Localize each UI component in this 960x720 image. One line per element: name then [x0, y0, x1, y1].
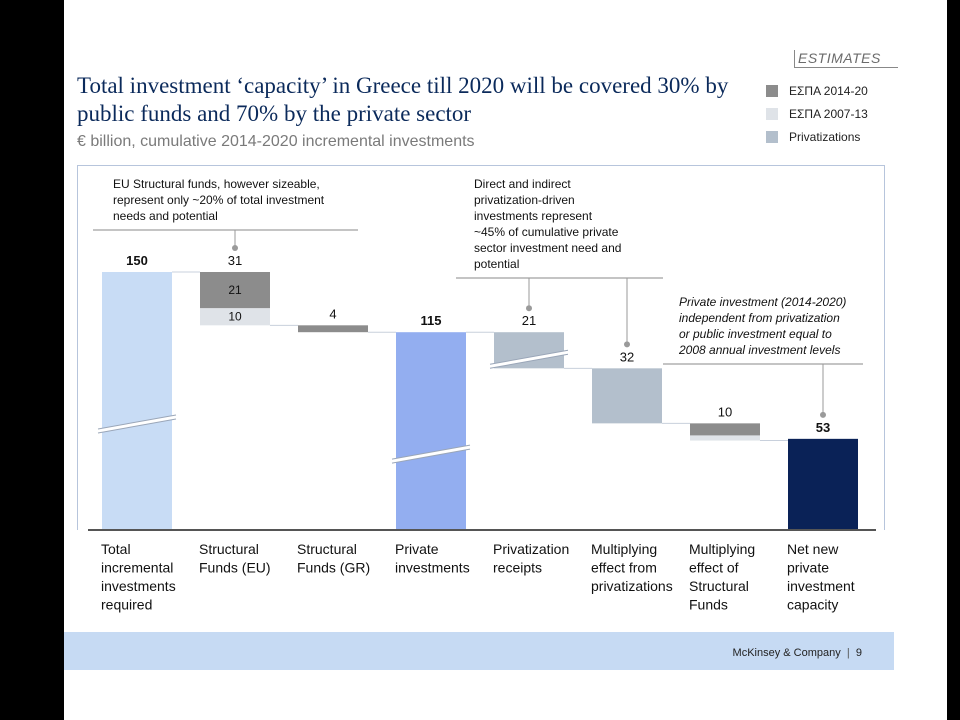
category-label-1-line-3: investments [101, 578, 176, 594]
category-label-6-line-3: privatizations [591, 578, 673, 594]
annotation-2-line-1: Direct and indirect [474, 177, 571, 191]
annotation-2-line-4: ~45% of cumulative private [474, 225, 619, 239]
bar-7-segment-1 [690, 435, 760, 441]
annotation-2-pointer-dot-5 [624, 341, 630, 348]
category-label-8-line-3: investment [787, 578, 855, 594]
category-label-4-line-2: investments [395, 560, 470, 576]
legend-swatch-espa-2014-20 [766, 84, 778, 97]
bar-1-axis-break-line-2 [97, 418, 177, 434]
waterfall-chart: 150 10 21 31 4 115 21 32 10 53 EU Structural funds… [88, 177, 876, 531]
annotation-3-line-2: independent from privatization [679, 311, 840, 325]
annotation-3-line-3: or public investment equal to [679, 327, 832, 341]
annotation-3-line-1: Private investment (2014-2020) [679, 295, 846, 309]
category-label-8-line-2: private [787, 560, 829, 576]
footer-bar: McKinsey & Company | 9 [64, 632, 894, 670]
bar-5-axis-break [490, 350, 568, 369]
chart-frame: 150 10 21 31 4 115 21 32 10 53 EU Structural funds… [77, 165, 885, 531]
category-label-1-line-4: required [101, 597, 152, 613]
bar-4-axis-break [392, 445, 470, 464]
bar-1-axis-break [98, 415, 176, 433]
bar-4 [396, 332, 466, 530]
bar-6-value-label: 32 [620, 349, 634, 364]
category-label-7-line-3: Structural [689, 578, 749, 594]
footer-text: McKinsey & Company | 9 [732, 647, 862, 659]
legend-item-espa-2007-13: ΕΣΠΑ 2007-13 [766, 102, 868, 125]
category-label-8-line-1: Net new [787, 541, 839, 557]
bar-2-segment-1 [200, 308, 270, 326]
annotation-1-pointer-dot-1 [232, 245, 238, 251]
legend: ΕΣΠΑ 2014-20 ΕΣΠΑ 2007-13 Privatizations [766, 79, 868, 148]
category-label-1-line-2: incremental [101, 560, 173, 576]
annotation-2-line-5: sector investment need and [474, 241, 621, 255]
estimates-label: ESTIMATES [794, 50, 898, 68]
bar-8-value-label: 53 [816, 420, 830, 435]
legend-item-privatizations: Privatizations [766, 125, 868, 148]
legend-label-privatizations: Privatizations [789, 129, 861, 144]
bar-5-axis-break-line-2 [489, 353, 569, 369]
bar-3-value-label: 4 [329, 306, 336, 321]
category-label-2-line-1: Structural [199, 541, 259, 557]
company-name: McKinsey & Company [732, 647, 841, 659]
chart-title: Total investment ‘capacity’ in Greece ti… [77, 73, 729, 126]
page-number: 9 [855, 647, 862, 659]
slide: Total investment ‘capacity’ in Greece ti… [64, 0, 947, 720]
bar-2-segment-2 [200, 272, 270, 309]
bar-4-axis-break-line-1 [391, 444, 471, 460]
category-label-6-line-2: effect from [591, 560, 657, 576]
legend-item-espa-2014-20: ΕΣΠΑ 2014-20 [766, 79, 868, 102]
bar-3-segment-1 [298, 325, 368, 333]
category-label-7-line-1: Multiplying [689, 541, 755, 557]
bar-7-value-label: 10 [718, 404, 732, 419]
category-label-1-line-1: Total [101, 541, 131, 557]
annotation-2-line-3: investments represent [474, 209, 593, 223]
bar-2-segment-label-2: 21 [228, 283, 242, 297]
annotation-3-pointer-dot-7 [820, 411, 826, 418]
annotation-2-pointer-dot-4 [526, 305, 532, 312]
category-label-5-line-2: receipts [493, 560, 542, 576]
category-label-7-line-4: Funds [689, 597, 728, 613]
category-label-2-line-2: Funds (EU) [199, 560, 271, 576]
bar-4-axis-break-line-2 [391, 448, 471, 464]
category-label-6-line-1: Multiplying [591, 541, 657, 557]
category-labels: Total incremental investments required Struc… [101, 541, 855, 613]
legend-label-espa-2014-20: ΕΣΠΑ 2014-20 [789, 83, 868, 98]
annotation-1-line-1: EU Structural funds, however sizeable, [113, 177, 320, 191]
legend-label-espa-2007-13: ΕΣΠΑ 2007-13 [789, 106, 868, 121]
category-label-8-line-4: capacity [787, 597, 838, 613]
bar-7-segment-2 [690, 423, 760, 436]
category-label-4-line-1: Private [395, 541, 439, 557]
bar-5-axis-break-line-1 [489, 349, 569, 365]
bar-2-segment-label-1: 10 [228, 310, 242, 324]
bar-8 [788, 438, 858, 530]
annotation-1-line-3: needs and potential [113, 209, 218, 223]
category-label-3-line-1: Structural [297, 541, 357, 557]
bar-6-segment-1 [592, 368, 662, 424]
legend-swatch-espa-2007-13 [766, 107, 778, 120]
annotation-2-line-6: potential [474, 257, 519, 271]
bar-1 [102, 272, 172, 530]
category-label-7-line-2: effect of [689, 560, 739, 576]
bar-2-value-label: 31 [228, 253, 242, 268]
bar-1-value-label: 150 [126, 253, 148, 268]
bar-1-axis-break-line-1 [97, 414, 177, 430]
legend-swatch-privatizations [766, 130, 778, 143]
annotation-3-line-4: 2008 annual investment levels [678, 343, 840, 357]
annotation-2-line-2: privatization-driven [474, 193, 575, 207]
category-label-5-line-1: Privatization [493, 541, 569, 557]
annotation-1-line-2: represent only ~20% of total investment [113, 193, 325, 207]
bar-4-value-label: 115 [421, 313, 442, 328]
category-label-3-line-2: Funds (GR) [297, 560, 370, 576]
chart-subtitle: € billion, cumulative 2014-2020 incremen… [77, 133, 475, 150]
bar-5-value-label: 21 [522, 313, 536, 328]
